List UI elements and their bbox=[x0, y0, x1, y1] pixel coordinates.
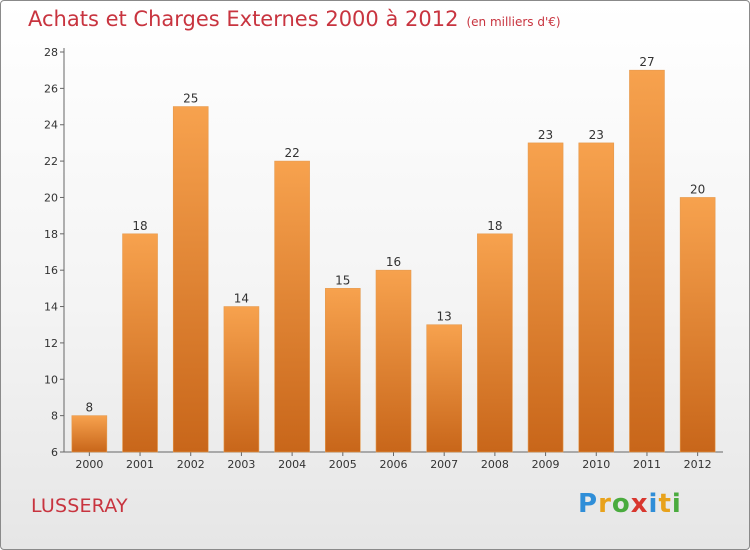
x-tick-label: 2012 bbox=[684, 458, 712, 471]
bar bbox=[71, 415, 108, 453]
bar bbox=[223, 306, 260, 453]
x-tick-label: 2008 bbox=[481, 458, 509, 471]
bar-value-label: 15 bbox=[335, 273, 350, 287]
y-tick-label: 22 bbox=[44, 155, 58, 168]
x-tick-label: 2005 bbox=[329, 458, 357, 471]
chart-title-main: Achats et Charges Externes 2000 à 2012 bbox=[28, 7, 459, 31]
x-tick-label: 2009 bbox=[532, 458, 560, 471]
place-name: LUSSERAY bbox=[31, 495, 128, 517]
y-tick-label: 10 bbox=[44, 373, 58, 386]
bar bbox=[274, 160, 310, 453]
bar-value-label: 8 bbox=[86, 401, 94, 415]
x-tick-label: 2006 bbox=[380, 458, 408, 471]
y-tick-label: 18 bbox=[44, 228, 58, 241]
logo-letter: x bbox=[630, 489, 649, 519]
y-tick-label: 6 bbox=[51, 446, 58, 459]
logo-letter: t bbox=[658, 489, 672, 519]
x-tick-label: 2000 bbox=[75, 458, 103, 471]
bar-value-label: 18 bbox=[487, 219, 502, 233]
logo-letter: i bbox=[648, 489, 659, 519]
bar-value-label: 23 bbox=[589, 128, 604, 142]
bar-value-label: 22 bbox=[284, 146, 299, 160]
proxiti-logo[interactable]: Proxiti bbox=[578, 489, 682, 519]
bar bbox=[172, 106, 209, 453]
chart-title: Achats et Charges Externes 2000 à 2012 (e… bbox=[28, 7, 561, 31]
logo-letter: o bbox=[611, 489, 631, 519]
bar bbox=[629, 69, 665, 453]
x-tick-label: 2001 bbox=[126, 458, 154, 471]
axes: 6 8 10 12 14 16 18 20 22 24 26 28 2000 2001 2002 2003 20… bbox=[44, 46, 723, 471]
y-tick-label: 26 bbox=[44, 82, 58, 95]
x-tick-label: 2003 bbox=[227, 458, 255, 471]
y-tick-label: 12 bbox=[44, 337, 58, 350]
bar bbox=[527, 142, 564, 453]
y-tick-label: 14 bbox=[44, 301, 58, 314]
y-tick-label: 16 bbox=[44, 264, 58, 277]
bar bbox=[477, 233, 513, 453]
x-tick-label: 2011 bbox=[633, 458, 661, 471]
bar-value-label: 25 bbox=[183, 92, 198, 106]
bar-value-label: 14 bbox=[234, 292, 249, 306]
bar-chart: 6 8 10 12 14 16 18 20 22 24 26 28 2000 2001 2002 2003 20… bbox=[44, 46, 723, 471]
x-tick-label: 2010 bbox=[582, 458, 610, 471]
bar-value-label: 18 bbox=[132, 219, 147, 233]
x-tick-label: 2002 bbox=[177, 458, 205, 471]
bar bbox=[375, 269, 412, 453]
y-tick-label: 8 bbox=[51, 410, 58, 423]
x-tick-label: 2004 bbox=[278, 458, 306, 471]
logo-letter: i bbox=[671, 489, 682, 519]
bar bbox=[578, 142, 615, 453]
logo-letter: r bbox=[598, 489, 612, 519]
y-tick-label: 20 bbox=[44, 191, 58, 204]
bar bbox=[426, 324, 462, 453]
logo-letter: P bbox=[578, 489, 599, 519]
y-tick-label: 28 bbox=[44, 46, 58, 59]
bar-value-label: 16 bbox=[386, 255, 401, 269]
bar bbox=[679, 197, 716, 453]
bar-value-label: 23 bbox=[538, 128, 553, 142]
bar bbox=[325, 288, 361, 453]
x-tick-label: 2007 bbox=[430, 458, 458, 471]
chart-title-unit: (en milliers d'€) bbox=[466, 15, 561, 29]
bar-value-label: 20 bbox=[690, 182, 705, 196]
bar-value-label: 13 bbox=[437, 310, 452, 324]
bar bbox=[122, 233, 158, 453]
bar-value-label: 27 bbox=[639, 55, 654, 69]
bars: 8 18 25 14 22 15 16 13 18 23 23 27 20 bbox=[71, 55, 716, 453]
y-tick-label: 24 bbox=[44, 119, 58, 132]
